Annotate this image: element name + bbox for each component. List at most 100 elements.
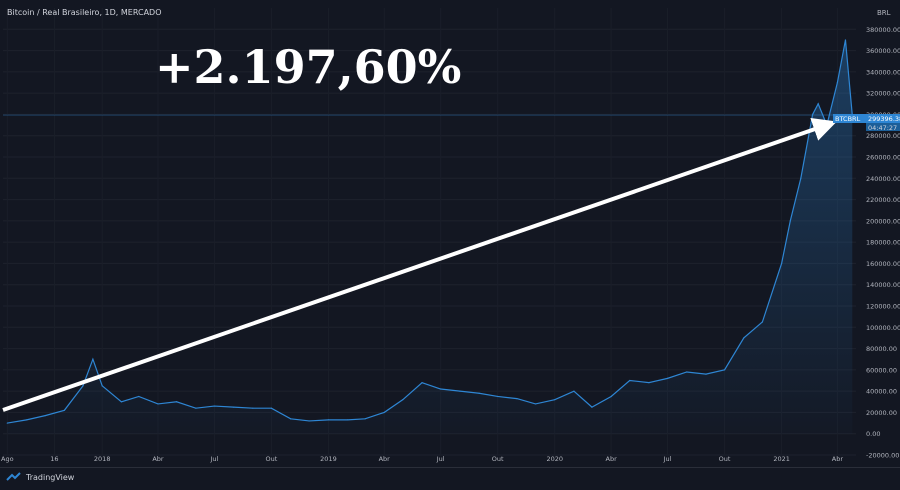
data-point <box>666 377 669 379</box>
data-point <box>195 407 197 409</box>
chart-title: Bitcoin / Real Brasileiro, 1D, MERCADO <box>7 8 162 17</box>
area-layer <box>6 39 853 434</box>
y-tick-label: 240000.00 <box>866 175 900 183</box>
data-point <box>252 407 254 409</box>
data-point <box>347 419 349 421</box>
price-label: BTCBRL 299396.38 04:47:27 <box>833 114 900 132</box>
data-point <box>844 39 847 41</box>
x-tick-label: Jul <box>209 455 218 463</box>
y-tick-label: 200000.00 <box>866 217 900 225</box>
data-point <box>233 406 235 408</box>
y-tick-label: 380000.00 <box>866 26 900 34</box>
data-point <box>610 395 612 398</box>
x-tick-label: 2020 <box>546 455 563 463</box>
data-point <box>497 395 499 398</box>
x-tick-label: Jul <box>663 455 672 463</box>
data-point <box>817 103 819 105</box>
price-label-countdown: 04:47:27 <box>868 124 897 132</box>
trend-arrow <box>2 117 837 412</box>
data-point <box>723 369 726 371</box>
y-tick-label: 140000.00 <box>866 281 900 289</box>
data-point <box>120 401 123 403</box>
y-tick-label: 220000.00 <box>866 196 900 204</box>
data-point <box>836 81 839 84</box>
y-tick-label: 320000.00 <box>866 90 900 98</box>
x-tick-label: Abr <box>379 455 391 463</box>
y-tick-label: 160000.00 <box>866 260 900 268</box>
data-point <box>44 415 46 417</box>
data-point <box>421 382 423 384</box>
footer-bar: TradingView <box>0 467 900 490</box>
y-tick-label: 260000.00 <box>866 154 900 162</box>
data-point <box>92 358 94 360</box>
data-point <box>534 403 537 405</box>
data-point <box>6 422 8 424</box>
y-tick-label: 20000.00 <box>866 409 897 417</box>
data-point <box>25 419 28 421</box>
data-point <box>383 411 385 414</box>
y-tick-label: 280000.00 <box>866 132 900 140</box>
x-tick-label: Abr <box>832 455 844 463</box>
data-point <box>591 406 593 408</box>
data-point <box>308 420 310 422</box>
x-tick-label: Abr <box>606 455 618 463</box>
y-tick-label: 340000.00 <box>866 68 900 76</box>
data-point <box>101 385 103 387</box>
data-point <box>629 379 631 382</box>
data-point <box>82 385 84 387</box>
data-point <box>290 418 292 420</box>
y-tick-label: 80000.00 <box>866 345 897 353</box>
data-point <box>826 124 828 126</box>
data-point <box>812 113 814 116</box>
x-tick-label: Abr <box>152 455 164 463</box>
y-tick-label: 0.00 <box>866 430 880 438</box>
series-area <box>7 39 853 434</box>
data-point <box>402 399 404 401</box>
data-point <box>686 371 688 373</box>
x-axis: Ago 16 2018 Abr Jul Out 2019 Abr Jul Out 2020 Abr Ju… <box>1 455 843 463</box>
x-tick-label: 16 <box>50 455 58 463</box>
x-tick-label: 2021 <box>773 455 790 463</box>
data-point <box>63 409 65 411</box>
currency-label: BRL <box>877 9 891 17</box>
data-point <box>364 418 366 420</box>
data-point <box>459 390 461 392</box>
y-tick-label: 60000.00 <box>866 366 897 374</box>
data-point <box>175 401 178 403</box>
y-tick-label: 100000.00 <box>866 324 900 332</box>
tradingview-brand: TradingView <box>26 472 75 482</box>
x-tick-label: 2018 <box>94 455 111 463</box>
y-tick-label: 120000.00 <box>866 303 900 311</box>
data-point <box>213 405 215 407</box>
gain-annotation: +2.197,60% <box>155 40 462 94</box>
data-point <box>270 407 273 409</box>
price-label-price: 299396.38 <box>868 115 900 123</box>
data-point <box>516 397 518 400</box>
data-point <box>800 177 802 179</box>
tradingview-logo[interactable]: TradingView <box>6 472 74 482</box>
tradingview-icon <box>6 472 21 481</box>
x-tick-label: Out <box>719 455 731 463</box>
data-point <box>327 419 330 421</box>
data-point <box>554 399 556 401</box>
data-point <box>743 337 745 339</box>
data-point <box>138 395 140 398</box>
data-point <box>781 262 783 265</box>
data-point <box>705 373 707 375</box>
data-point <box>648 382 650 384</box>
x-tick-label: Jul <box>436 455 445 463</box>
x-tick-label: Out <box>492 455 504 463</box>
data-point <box>761 321 763 323</box>
data-point <box>789 220 791 222</box>
y-axis: 380000.00360000.00340000.00320000.003000… <box>866 26 900 460</box>
data-point <box>573 390 575 392</box>
data-point <box>440 388 442 390</box>
data-point <box>157 403 159 405</box>
y-tick-label: 360000.00 <box>866 47 900 55</box>
y-tick-label: -20000.00 <box>866 452 899 460</box>
x-tick-label: Out <box>266 455 278 463</box>
y-tick-label: 180000.00 <box>866 239 900 247</box>
x-tick-label: 2019 <box>320 455 337 463</box>
y-tick-label: 40000.00 <box>866 388 897 396</box>
